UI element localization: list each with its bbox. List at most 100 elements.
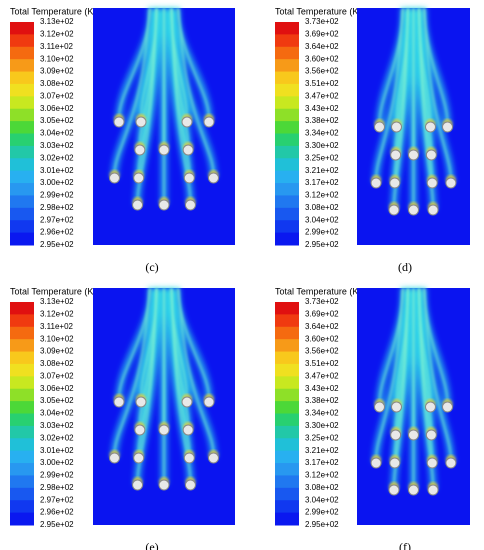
colorbar-label: 3.64e+02 — [305, 322, 339, 331]
colorbar-band — [275, 96, 299, 110]
colorbar-label: 3.01e+02 — [40, 166, 74, 175]
colorbar-label: 2.95e+02 — [40, 240, 74, 249]
colorbar-band — [275, 487, 299, 501]
tube — [388, 204, 400, 216]
colorbar-band — [275, 351, 299, 365]
colorbar-band — [10, 220, 34, 234]
colorbar-band — [10, 450, 34, 464]
tube — [445, 457, 457, 469]
colorbar-band — [10, 145, 34, 159]
colorbar-label: 3.17e+02 — [305, 458, 339, 467]
colorbar-band — [275, 207, 299, 221]
colorbar-label: 3.10e+02 — [40, 54, 74, 63]
colorbar-band — [10, 46, 34, 60]
colorbar-label: 2.96e+02 — [40, 228, 74, 237]
colorbar-band — [275, 363, 299, 377]
colorbar-band — [275, 463, 299, 476]
colorbar-band — [10, 302, 34, 315]
colorbar-label: 3.21e+02 — [305, 446, 339, 455]
tube — [426, 177, 438, 189]
colorbar-label: 3.47e+02 — [305, 91, 339, 100]
colorbar-band — [275, 475, 299, 489]
colorbar-band — [10, 232, 34, 246]
colorbar-band — [275, 170, 299, 184]
colorbar-band — [10, 401, 34, 414]
colorbar-band — [10, 183, 34, 196]
colorbar-band — [10, 351, 34, 365]
panel-label: (f) — [399, 540, 411, 550]
colorbar-label: 3.08e+02 — [305, 483, 339, 492]
colorbar-label: 3.04e+02 — [305, 215, 339, 224]
tube — [113, 116, 125, 128]
tube — [408, 484, 419, 496]
tube — [183, 172, 195, 184]
plume-core — [113, 7, 151, 175]
colorbar-label: 3.69e+02 — [305, 29, 339, 38]
colorbar-label: 3.11e+02 — [40, 42, 74, 51]
colorbar-band — [10, 438, 34, 452]
colorbar-band — [275, 158, 299, 172]
colorbar-label: 3.12e+02 — [40, 29, 74, 38]
colorbar-band — [10, 71, 34, 85]
colorbar-label: 2.97e+02 — [40, 495, 74, 504]
colorbar-band — [10, 339, 34, 353]
colorbar-label: 3.30e+02 — [305, 141, 339, 150]
colorbar-label: 3.43e+02 — [305, 104, 339, 113]
colorbar-label: 3.03e+02 — [40, 141, 74, 150]
colorbar-band — [10, 376, 34, 390]
tube — [427, 484, 439, 496]
colorbar-band — [10, 170, 34, 184]
colorbar-band — [275, 500, 299, 514]
tube — [203, 396, 215, 408]
colorbar-label: 3.56e+02 — [305, 67, 339, 76]
tube — [389, 457, 401, 469]
colorbar-label: 3.02e+02 — [40, 433, 74, 442]
colorbar-label: 2.99e+02 — [40, 191, 74, 200]
colorbar-label: 3.08e+02 — [40, 359, 74, 368]
colorbar-band — [275, 22, 299, 35]
tube — [388, 484, 400, 496]
colorbar-label: 3.43e+02 — [305, 384, 339, 393]
colorbar-label: 3.07e+02 — [40, 91, 74, 100]
colorbar-band — [10, 133, 34, 147]
plume-core — [170, 7, 192, 202]
colorbar-label: 3.73e+02 — [305, 297, 339, 306]
colorbar-band — [275, 220, 299, 234]
tube — [182, 424, 194, 436]
plume-cores — [375, 287, 452, 487]
colorbar-label: 3.01e+02 — [40, 446, 74, 455]
colorbar-band — [275, 376, 299, 390]
tube — [391, 121, 402, 133]
colorbar-band — [10, 195, 34, 209]
tube — [370, 177, 382, 189]
tube — [135, 116, 147, 128]
colorbar-band — [10, 22, 34, 35]
colorbar-band — [10, 413, 34, 427]
tube — [427, 204, 439, 216]
tube — [391, 401, 402, 413]
colorbar-label: 3.13e+02 — [40, 297, 74, 306]
colorbar-band — [10, 158, 34, 172]
colorbar-band — [10, 96, 34, 110]
colorbar-band — [275, 302, 299, 315]
tube — [426, 457, 438, 469]
colorbar-band — [10, 34, 34, 48]
tube — [390, 149, 402, 161]
colorbar-label: 2.98e+02 — [40, 483, 74, 492]
panel: Total Temperature (K)3.13e+02 3.12e+02 3.1… — [10, 6, 235, 274]
colorbar-band — [275, 34, 299, 48]
colorbar-label: 3.30e+02 — [305, 421, 339, 430]
colorbar-label: 3.08e+02 — [305, 203, 339, 212]
colorbar-band — [10, 121, 34, 134]
tube — [158, 424, 170, 436]
tube — [184, 199, 196, 211]
colorbar-band — [275, 314, 299, 328]
colorbar-label: 3.06e+02 — [40, 104, 74, 113]
tube — [134, 144, 146, 156]
colorbar-band — [275, 121, 299, 134]
plume-core — [375, 7, 404, 180]
colorbar-label: 3.04e+02 — [305, 495, 339, 504]
colorbar-label: 2.95e+02 — [305, 240, 339, 249]
colorbar-label: 3.47e+02 — [305, 371, 339, 380]
colorbar-label: 3.34e+02 — [305, 409, 339, 418]
